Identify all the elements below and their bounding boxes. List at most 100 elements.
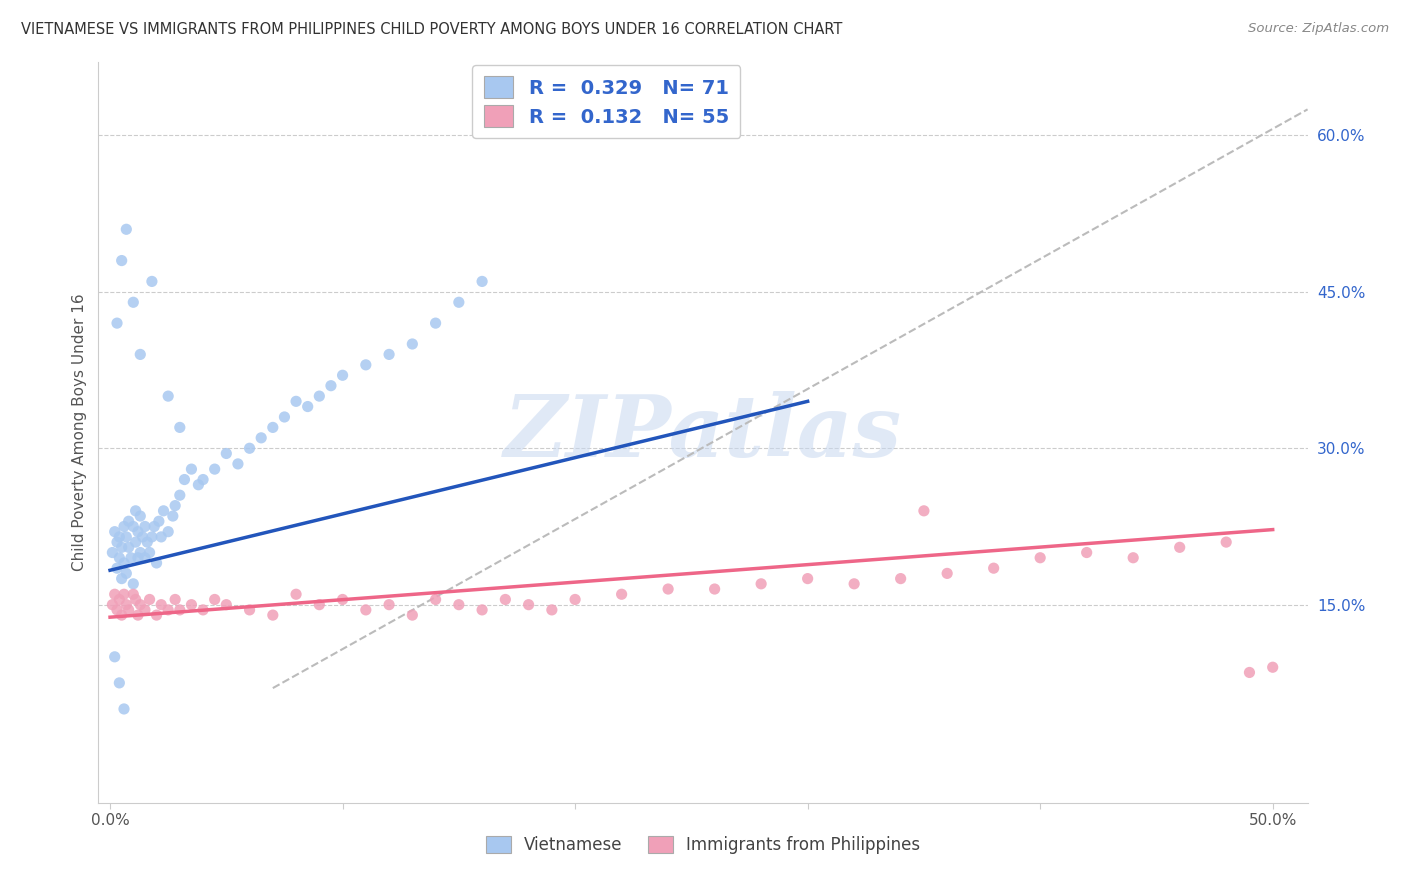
Point [447, 598, 470, 612]
Point [1122, 550, 1144, 565]
Point [108, 550, 131, 565]
Point [319, 378, 342, 392]
Point [108, 530, 131, 544]
Point [115, 222, 138, 236]
Point [115, 598, 138, 612]
Point [105, 603, 128, 617]
Point [108, 592, 131, 607]
Point [112, 702, 135, 716]
Point [112, 556, 135, 570]
Point [912, 504, 935, 518]
Point [749, 577, 772, 591]
Point [1215, 535, 1237, 549]
Point [157, 389, 180, 403]
Point [112, 519, 135, 533]
Point [145, 556, 167, 570]
Point [169, 488, 191, 502]
Point [127, 608, 149, 623]
Point [157, 603, 180, 617]
Point [1239, 665, 1261, 680]
Point [122, 587, 145, 601]
Point [401, 608, 423, 623]
Point [354, 603, 377, 617]
Point [425, 316, 447, 330]
Point [162, 509, 184, 524]
Point [122, 295, 145, 310]
Point [108, 676, 131, 690]
Point [101, 545, 124, 559]
Point [1029, 550, 1052, 565]
Point [165, 592, 187, 607]
Point [138, 545, 160, 559]
Point [308, 598, 330, 612]
Point [105, 535, 128, 549]
Point [111, 572, 134, 586]
Point [120, 550, 142, 565]
Point [657, 582, 679, 596]
Point [180, 598, 202, 612]
Point [111, 253, 134, 268]
Y-axis label: Child Poverty Among Boys Under 16: Child Poverty Among Boys Under 16 [72, 293, 87, 572]
Point [134, 519, 156, 533]
Point [297, 400, 319, 414]
Point [104, 587, 127, 601]
Point [447, 295, 470, 310]
Point [112, 587, 135, 601]
Point [138, 592, 160, 607]
Point [936, 566, 959, 581]
Point [115, 566, 138, 581]
Point [273, 409, 295, 424]
Point [122, 577, 145, 591]
Point [191, 473, 214, 487]
Point [890, 572, 912, 586]
Point [150, 598, 173, 612]
Text: Source: ZipAtlas.com: Source: ZipAtlas.com [1249, 22, 1389, 36]
Point [471, 274, 494, 288]
Legend: Vietnamese, Immigrants from Philippines: Vietnamese, Immigrants from Philippines [479, 830, 927, 861]
Point [494, 592, 516, 607]
Point [1168, 541, 1191, 555]
Point [165, 499, 187, 513]
Point [250, 431, 273, 445]
Point [127, 524, 149, 539]
Point [118, 514, 141, 528]
Point [129, 347, 152, 361]
Point [145, 608, 167, 623]
Point [129, 598, 152, 612]
Point [169, 420, 191, 434]
Point [134, 603, 156, 617]
Point [517, 598, 540, 612]
Point [118, 603, 141, 617]
Point [378, 347, 401, 361]
Point [129, 509, 152, 524]
Point [239, 442, 262, 456]
Point [157, 524, 180, 539]
Point [215, 598, 238, 612]
Point [401, 337, 423, 351]
Point [285, 394, 308, 409]
Point [148, 514, 170, 528]
Point [354, 358, 377, 372]
Point [173, 473, 195, 487]
Point [226, 457, 249, 471]
Point [308, 389, 330, 403]
Point [564, 592, 586, 607]
Point [143, 519, 166, 533]
Point [1076, 545, 1098, 559]
Point [101, 598, 124, 612]
Point [152, 504, 174, 518]
Point [540, 603, 562, 617]
Point [169, 603, 191, 617]
Point [124, 592, 146, 607]
Point [134, 550, 156, 565]
Point [104, 524, 127, 539]
Point [796, 572, 818, 586]
Point [332, 592, 354, 607]
Point [378, 598, 401, 612]
Point [141, 274, 163, 288]
Point [262, 608, 284, 623]
Point [105, 561, 128, 575]
Point [127, 550, 149, 565]
Point [425, 592, 447, 607]
Point [124, 504, 146, 518]
